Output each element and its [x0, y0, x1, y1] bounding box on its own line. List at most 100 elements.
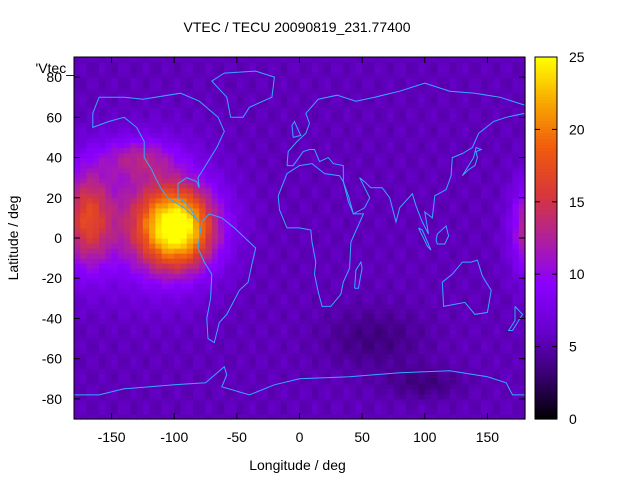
heat-cell: [349, 368, 357, 375]
heat-cell: [117, 253, 125, 259]
heat-cell: [499, 318, 507, 325]
heat-cell: [337, 122, 344, 128]
heat-cell: [180, 333, 188, 340]
heat-cell: [286, 147, 294, 154]
heat-cell: [74, 97, 81, 103]
heat-cell: [255, 268, 263, 274]
heat-cell: [211, 102, 219, 108]
heat-cell: [387, 333, 395, 340]
heat-cell: [186, 212, 194, 219]
heat-cell: [355, 408, 363, 415]
heat-cell: [387, 288, 395, 294]
heat-cell: [312, 398, 319, 405]
heat-cell: [481, 197, 489, 204]
heat-cell: [155, 348, 163, 355]
heat-cell: [136, 187, 144, 194]
heat-cell: [305, 323, 313, 330]
heat-cell: [487, 253, 495, 259]
heat-cell: [105, 182, 113, 189]
heat-cell: [161, 393, 169, 400]
heat-cell: [99, 253, 106, 259]
heat-cell: [318, 328, 326, 335]
heat-cell: [443, 288, 451, 294]
heat-cell: [255, 333, 263, 340]
heat-cell: [493, 368, 501, 375]
heat-cell: [330, 348, 338, 355]
heat-cell: [293, 72, 301, 78]
heat-cell: [493, 92, 501, 98]
heat-cell: [387, 313, 395, 320]
heat-cell: [456, 403, 463, 410]
heat-cell: [136, 167, 144, 174]
heat-cell: [80, 413, 88, 420]
heat-cell: [92, 293, 100, 299]
heat-cell: [86, 72, 94, 78]
heat-cell: [180, 238, 188, 244]
heat-cell: [305, 92, 313, 98]
heat-cell: [293, 363, 301, 370]
heat-cell: [286, 243, 294, 249]
heat-cell: [362, 403, 369, 410]
heat-cell: [431, 157, 438, 164]
heat-cell: [236, 248, 244, 254]
heat-cell: [418, 132, 426, 139]
heat-cell: [462, 87, 470, 93]
heat-cell: [456, 383, 463, 390]
heat-cell: [506, 398, 514, 405]
heat-cell: [136, 268, 144, 274]
heat-cell: [130, 338, 138, 345]
heat-cell: [293, 413, 301, 420]
heat-cell: [399, 363, 407, 370]
heat-cell: [136, 227, 144, 234]
heat-cell: [111, 313, 119, 320]
heat-cell: [167, 318, 175, 325]
heat-cell: [92, 378, 100, 385]
heat-cell: [393, 137, 401, 144]
heat-cell: [211, 243, 219, 249]
heat-cell: [349, 238, 357, 244]
heat-cell: [124, 182, 131, 189]
heat-cell: [293, 313, 301, 320]
heat-cell: [255, 67, 263, 73]
heat-cell: [205, 373, 213, 380]
heat-cell: [337, 227, 344, 234]
heat-cell: [174, 318, 182, 325]
heat-cell: [236, 162, 244, 169]
heat-cell: [468, 353, 476, 360]
heat-cell: [299, 227, 307, 234]
heat-cell: [111, 303, 119, 309]
heat-cell: [299, 222, 307, 229]
heat-cell: [474, 338, 482, 345]
heat-cell: [324, 147, 332, 154]
heat-cell: [305, 353, 313, 360]
heat-cell: [155, 127, 163, 134]
heat-cell: [431, 283, 438, 289]
heat-cell: [136, 122, 144, 128]
heat-cell: [274, 343, 282, 350]
heat-cell: [161, 132, 169, 139]
heat-cell: [117, 102, 125, 108]
heat-cell: [474, 268, 482, 274]
heat-cell: [86, 102, 94, 108]
heat-cell: [437, 373, 445, 380]
heat-cell: [274, 323, 282, 330]
heat-cell: [418, 388, 426, 395]
heat-cell: [205, 182, 213, 189]
heat-cell: [130, 167, 138, 174]
heat-cell: [111, 177, 119, 184]
heat-cell: [268, 368, 276, 375]
heat-cell: [174, 393, 182, 400]
heat-cell: [230, 207, 238, 214]
heat-cell: [487, 117, 495, 123]
heat-cell: [286, 217, 294, 224]
heat-cell: [449, 82, 457, 88]
heat-cell: [211, 298, 219, 304]
heat-cell: [318, 167, 326, 174]
heat-cell: [349, 398, 357, 405]
heat-cell: [405, 182, 413, 189]
heat-cell: [111, 62, 119, 68]
heat-cell: [474, 353, 482, 360]
heat-cell: [174, 263, 182, 269]
heat-cell: [99, 142, 106, 149]
heat-cell: [167, 353, 175, 360]
